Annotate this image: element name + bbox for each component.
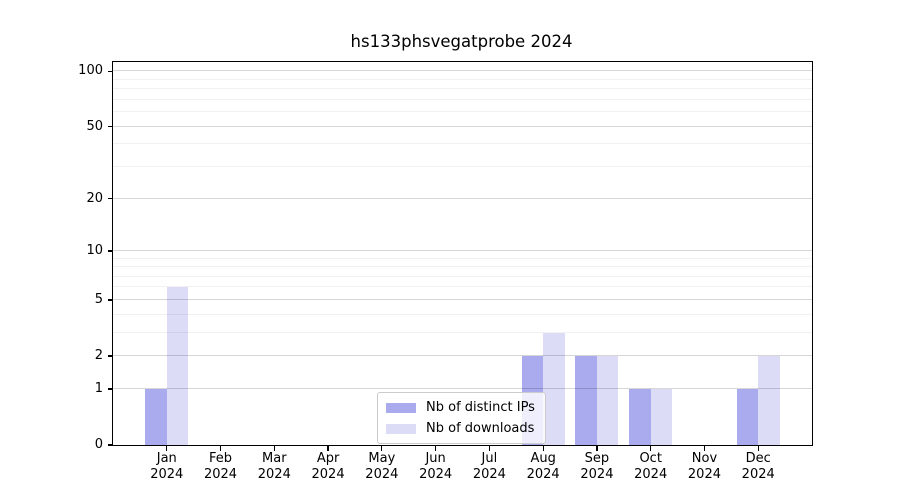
x-tick-label: Jun 2024 <box>419 451 453 482</box>
y-tick-label: 100 <box>78 63 103 79</box>
y-tick-mark <box>107 197 112 200</box>
minor-gridline <box>113 143 812 145</box>
minor-gridline <box>113 166 812 168</box>
y-tick-label: 0 <box>94 437 103 452</box>
chart-title: hs133phsvegatprobe 2024 <box>350 32 573 51</box>
x-tick-mark <box>703 446 706 451</box>
major-gridline <box>113 70 812 72</box>
x-tick-label: Jul 2024 <box>472 451 506 482</box>
x-tick-mark <box>273 446 275 451</box>
x-tick-label: Dec 2024 <box>741 451 775 482</box>
minor-gridline <box>113 257 812 259</box>
minor-gridline <box>113 275 812 277</box>
minor-gridline <box>113 331 812 333</box>
minor-gridline <box>113 286 812 288</box>
legend-label: Nb of distinct IPs <box>426 400 535 415</box>
bar-distinct-ips <box>575 356 597 445</box>
legend: Nb of distinct IPs Nb of downloads <box>377 392 546 444</box>
y-tick-mark <box>107 355 112 357</box>
y-tick-mark <box>107 70 112 72</box>
y-tick-mark <box>107 444 112 446</box>
y-tick-label: 1 <box>94 380 103 396</box>
bar-distinct-ips <box>629 388 651 445</box>
x-tick-label: Feb 2024 <box>203 451 238 482</box>
y-tick-label: 5 <box>94 291 103 307</box>
x-tick-mark <box>327 446 329 451</box>
x-tick-mark <box>596 446 598 451</box>
y-tick-label: 2 <box>94 348 103 364</box>
y-tick-mark <box>107 126 112 128</box>
y-tick-label: 20 <box>86 190 103 206</box>
x-tick-label: Apr 2024 <box>311 451 345 482</box>
x-tick-label: Oct 2024 <box>634 451 668 482</box>
bar-downloads <box>166 287 189 445</box>
legend-item: Nb of distinct IPs <box>386 401 535 414</box>
major-gridline <box>113 249 812 251</box>
x-tick-mark <box>434 446 437 451</box>
minor-gridline <box>113 266 812 268</box>
bar-downloads <box>543 332 565 445</box>
y-tick-label: 50 <box>86 118 103 134</box>
minor-gridline <box>113 111 812 113</box>
x-tick-mark <box>488 446 491 451</box>
x-tick-label: Mar 2024 <box>257 451 291 482</box>
y-tick-mark <box>107 388 112 390</box>
x-tick-mark <box>381 446 383 451</box>
bar-downloads <box>596 356 619 445</box>
x-tick-mark <box>650 446 652 451</box>
bar-distinct-ips <box>145 388 167 445</box>
minor-gridline <box>113 313 812 315</box>
plot-area: 0 1 2 5 10 20 50 100 Jan 2024 Feb 2024 Mar 2024 Apr 202… <box>78 61 813 482</box>
major-gridline <box>113 298 812 300</box>
bar-distinct-ips <box>736 388 759 445</box>
minor-gridline <box>113 98 812 100</box>
x-tick-mark <box>542 446 544 451</box>
x-tick-mark <box>219 446 222 451</box>
x-tick-label: May 2024 <box>365 451 399 482</box>
major-gridline <box>113 197 812 199</box>
minor-gridline <box>113 78 812 80</box>
y-tick-label: 10 <box>86 242 103 258</box>
x-tick-label: Nov 2024 <box>687 451 721 482</box>
y-tick-mark <box>107 299 112 301</box>
legend-item: Nb of downloads <box>386 422 535 435</box>
x-tick-label: Jan 2024 <box>150 451 184 482</box>
x-tick-mark <box>166 446 168 451</box>
legend-swatch <box>386 402 416 413</box>
bar-downloads <box>758 356 780 445</box>
major-gridline <box>113 355 812 357</box>
major-gridline <box>113 387 812 389</box>
minor-gridline <box>113 88 812 90</box>
legend-label: Nb of downloads <box>426 421 535 436</box>
major-gridline <box>113 125 812 127</box>
x-tick-mark <box>757 446 759 451</box>
y-tick-mark <box>107 250 112 252</box>
bar-downloads <box>650 388 673 445</box>
legend-swatch <box>386 423 416 434</box>
x-tick-label: Sep 2024 <box>580 451 614 482</box>
x-tick-label: Aug 2024 <box>526 451 560 482</box>
